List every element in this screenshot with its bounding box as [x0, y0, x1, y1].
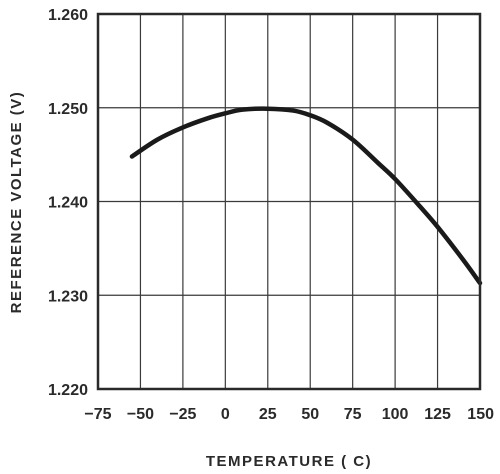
x-tick-label: 150: [467, 406, 494, 423]
x-tick-label: 125: [424, 406, 451, 423]
y-tick-label: 1.220: [48, 382, 88, 399]
x-tick-label: 25: [259, 406, 277, 423]
y-axis-title: REFERENCE VOLTAGE (V): [8, 91, 25, 314]
grid-lines: [97, 13, 481, 390]
x-axis-title: TEMPERATURE ( C): [206, 453, 372, 470]
x-tick-label: 75: [344, 406, 362, 423]
y-tick-label: 1.250: [48, 101, 88, 118]
y-tick-label: 1.260: [48, 7, 88, 24]
series-line-reference-voltage: [129, 106, 483, 286]
x-tick-labels: −75 −50 −25 0 25 50 75 100 125 150: [84, 406, 494, 423]
x-tick-label: 100: [382, 406, 409, 423]
x-tick-label: −75: [84, 406, 111, 423]
x-tick-label: 0: [221, 406, 230, 423]
y-tick-label: 1.240: [48, 195, 88, 212]
y-tick-label: 1.230: [48, 288, 88, 305]
x-tick-label: −50: [127, 406, 154, 423]
plot-frame: [96, 12, 482, 391]
x-tick-label: 50: [301, 406, 319, 423]
series-layer: [129, 106, 483, 286]
y-tick-labels: 1.220 1.230 1.240 1.250 1.260: [48, 7, 88, 399]
x-tick-label: −25: [169, 406, 196, 423]
